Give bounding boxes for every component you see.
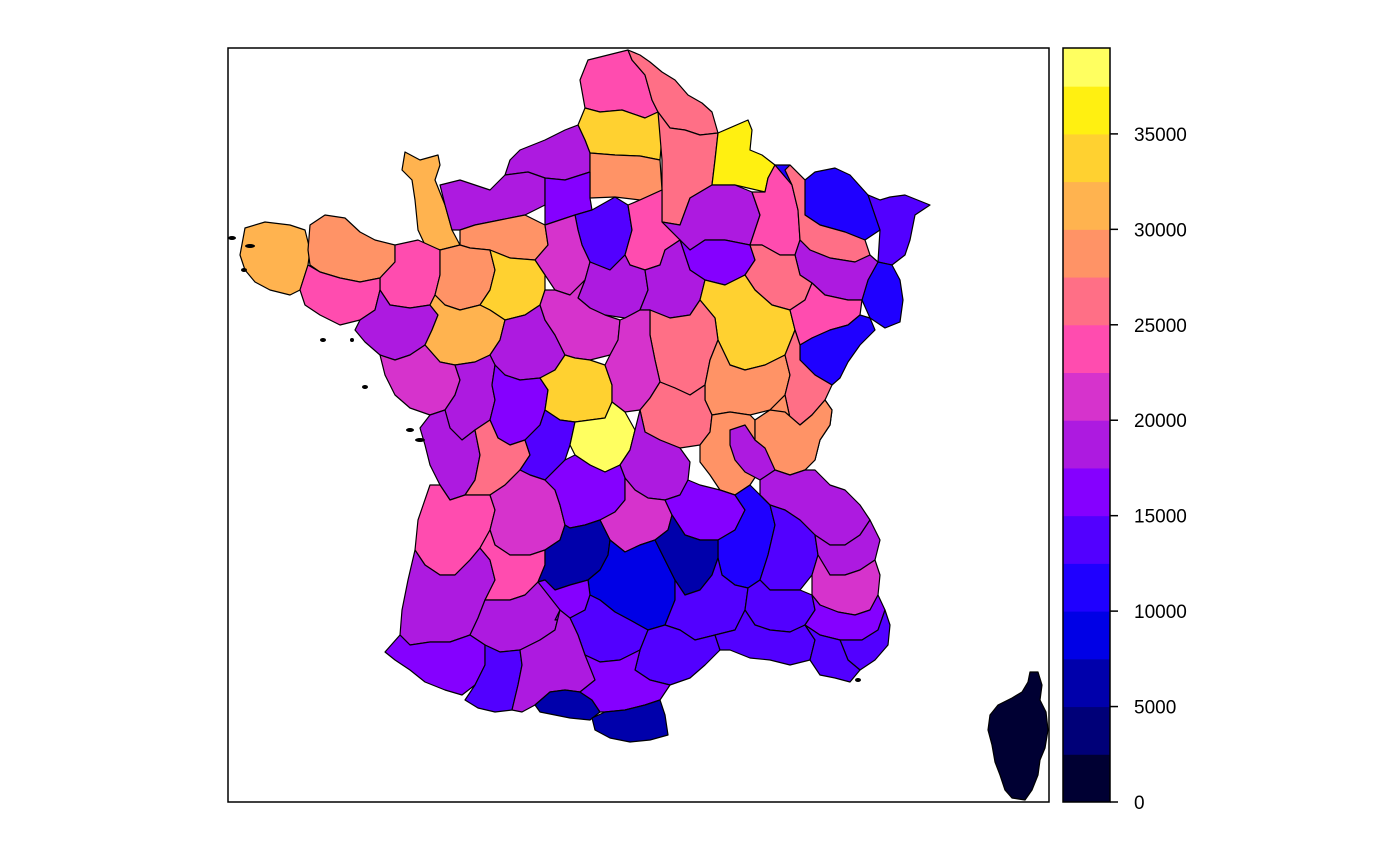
legend-bin-5 [1063,515,1110,564]
island-speck-1 [245,244,255,248]
legend-bin-8 [1063,372,1110,421]
region-calvados [439,171,546,231]
region-somme [577,107,663,161]
legend-tick-label-35000: 35000 [1134,125,1187,146]
legend-tick-label-10000: 10000 [1134,602,1187,623]
legend-tick-label-20000: 20000 [1134,411,1187,432]
island-speck-3 [320,338,326,342]
island-speck-0 [228,236,236,240]
legend-bin-3 [1063,611,1110,660]
legend-bin-11 [1063,229,1110,278]
legend-ticks: 0 5000 10000 15000 20000 25000 30000 35000 [1110,125,1187,814]
region-hautes-pyrenees [464,644,523,713]
legend-bin-9 [1063,324,1110,374]
legend-tick-label-25000: 25000 [1134,316,1187,337]
map-regions [228,49,1049,801]
island-speck-5 [350,338,354,342]
island-speck-4 [362,385,368,389]
legend-tick-label-15000: 15000 [1134,507,1187,528]
legend-color-bins [1063,48,1110,803]
region-cher [604,309,661,413]
legend-bin-14 [1063,86,1110,135]
legend-tick-label-5000: 5000 [1134,698,1176,719]
island-speck-2 [241,268,247,272]
legend-bin-7 [1063,420,1110,469]
legend-bin-15 [1063,48,1110,87]
region-bas-rhin [867,194,931,266]
legend-bin-13 [1063,133,1110,183]
region-pyrenees-orientales [591,699,669,743]
legend-bin-6 [1063,467,1110,517]
legend-bin-0 [1063,754,1110,803]
legend-tick-label-0: 0 [1134,793,1145,814]
legend-frame [1062,47,1111,803]
legend-bin-2 [1063,658,1110,708]
legend-bin-10 [1063,277,1110,326]
island-speck-7 [415,438,425,442]
legend-bin-4 [1063,563,1110,612]
region-corse [987,671,1049,801]
region-haute-savoie [754,399,833,476]
region-oise [589,152,663,201]
color-legend: 0 5000 10000 15000 20000 25000 30000 35000 [1062,47,1187,814]
island-speck-8 [855,678,861,682]
legend-bin-1 [1063,706,1110,755]
legend-bin-12 [1063,181,1110,230]
region-var [804,624,861,683]
island-speck-6 [406,428,414,432]
legend-tick-label-30000: 30000 [1134,220,1187,241]
